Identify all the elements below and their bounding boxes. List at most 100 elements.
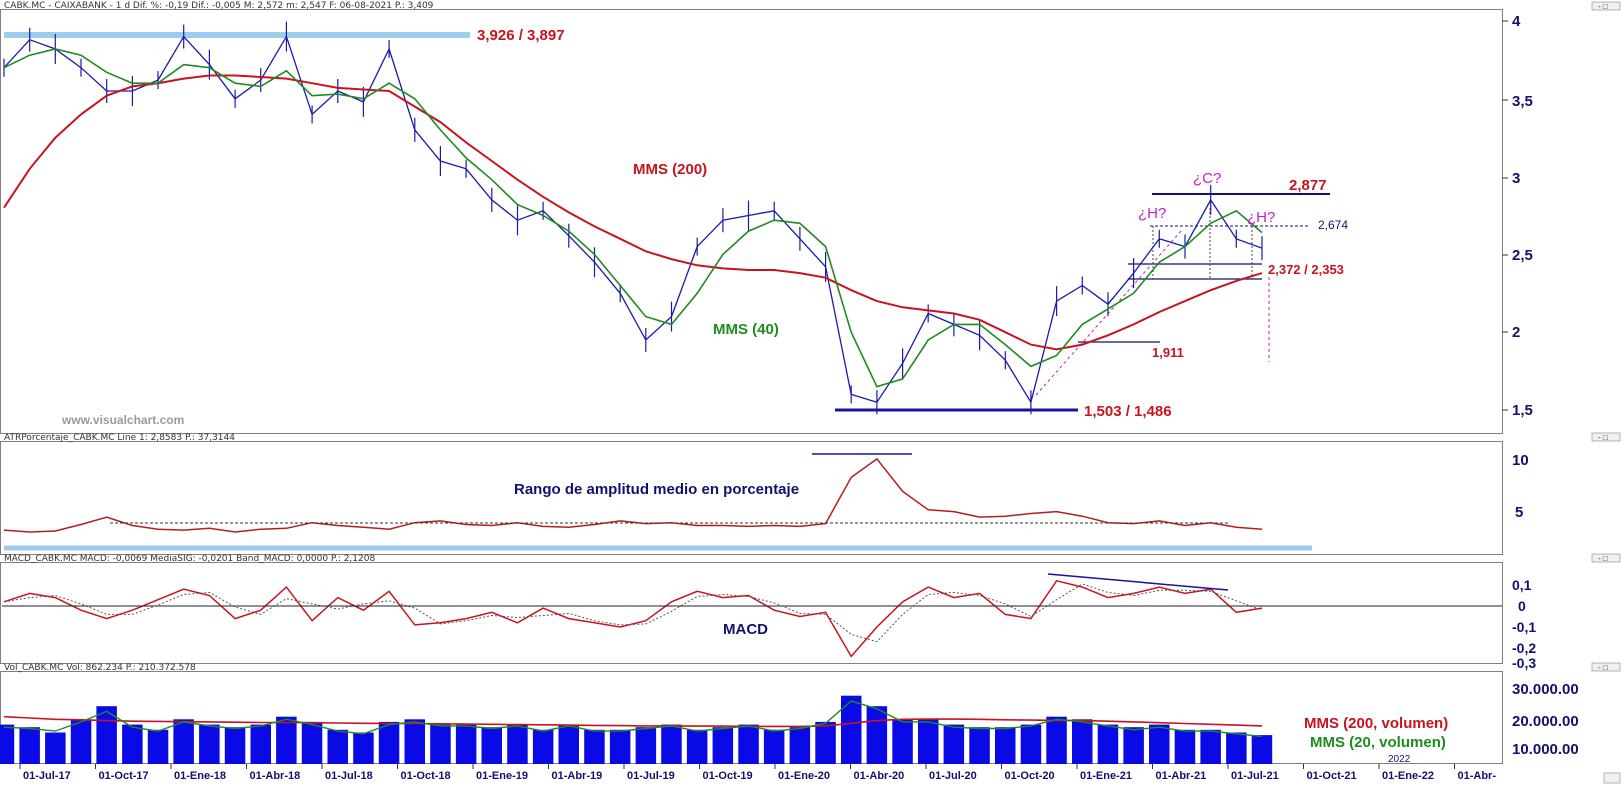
volume-bar [276, 716, 297, 764]
svg-text:- □: - □ [1598, 2, 1608, 11]
volume-bar [1200, 729, 1221, 764]
volume-bar [327, 729, 348, 764]
x-tick-label: 01-Abr-21 [1156, 770, 1207, 782]
volume-bar [122, 724, 143, 764]
volume-bar [866, 706, 888, 764]
x-tick-label: 01-Ene-21 [1080, 770, 1132, 782]
macd-line [3, 579, 1263, 658]
volume-panel-header: Vol_CABK.MC Vol: 862.234 P.: 210.372.578 [4, 663, 196, 673]
volume-mms20-label: MMS (20, volumen) [1310, 734, 1446, 751]
price-ytick-label: 2,5 [1512, 247, 1533, 264]
volume-yaxis: 30.000.00 20.000.00 10.000.00 [1512, 681, 1579, 758]
x-tick-label: 01-Abr-20 [854, 770, 905, 782]
volume-bar [995, 727, 1016, 764]
x-tick-label: 01-Abr- [1458, 770, 1497, 782]
resize-handle-icon[interactable] [1603, 772, 1621, 784]
volume-bar [1097, 724, 1119, 764]
atr-description-label: Rango de amplitud medio en porcentaje [514, 481, 799, 498]
macd-annotation-lines [2, 573, 1502, 607]
level-2674-label: 2,674 [1318, 218, 1348, 232]
volume-bar [943, 724, 965, 764]
atr-panel-header: ATRPorcentaje_CABK.MC Line 1: 2,8583 P.:… [4, 433, 235, 443]
volume-bar [430, 724, 451, 764]
volume-bar [1226, 732, 1247, 764]
volume-bar [969, 727, 990, 764]
x-tick-label: 01-Jul-19 [627, 770, 675, 782]
price-ytick-label: 1,5 [1512, 402, 1533, 419]
x-tick-label: 01-Oct-20 [1005, 770, 1055, 782]
volume-bar [532, 729, 554, 764]
watermark-text: www.visualchart.com [61, 413, 184, 427]
volume-bar [712, 727, 734, 764]
macd-ytick-label: -0,3 [1512, 655, 1536, 671]
volume-bar [301, 721, 323, 764]
volume-bar [19, 727, 40, 764]
macd-yaxis: 0,1 0 -0,1 -0,2 -0,3 [1512, 577, 1536, 671]
volume-panel-close-icon[interactable]: - □ [1591, 662, 1621, 672]
price-ytick-label: 3 [1512, 170, 1520, 187]
price-ytick-label: 4 [1512, 13, 1521, 30]
volume-bar [378, 721, 400, 764]
x-tick-label: 01-Oct-17 [99, 770, 149, 782]
atr-line [3, 457, 1263, 533]
volume-bar [199, 724, 220, 764]
volume-bar [1072, 719, 1093, 764]
volume-bar [763, 729, 785, 764]
macd-ytick-label: -0,2 [1512, 640, 1536, 656]
volume-bar [686, 729, 708, 764]
volume-mms200-label: MMS (200, volumen) [1304, 715, 1448, 732]
x-tick-label: 01-Oct-21 [1307, 770, 1357, 782]
svg-text:- □: - □ [1598, 433, 1608, 442]
price-annotations: 3,926 / 3,897 1,503 / 1,486 MMS (200) MM… [477, 27, 1348, 420]
volume-bar [738, 724, 759, 764]
macd-panel-header: MACD_CABK.MC MACD: -0,0069 MediaSIG: -0,… [4, 554, 375, 564]
macd-panel-close-icon[interactable]: - □ [1591, 553, 1621, 563]
atr-plot [3, 457, 1263, 533]
macd-label: MACD [723, 621, 768, 638]
volume-bar [635, 727, 657, 764]
x-axis: 01-Jul-17 01-Oct-17 01-Ene-18 01-Abr-18 01-J… [19, 764, 1497, 782]
volume-bar [404, 719, 425, 764]
volume-bar [1149, 724, 1170, 764]
volume-bar [789, 727, 811, 764]
atr-panel-close-icon[interactable]: - □ [1591, 432, 1621, 442]
macd-ytick-label: 0 [1518, 598, 1526, 614]
volume-bar [1174, 729, 1196, 764]
macd-ytick-label: -0,1 [1512, 619, 1536, 635]
volume-bar [250, 724, 271, 764]
price-panel-close-icon[interactable]: - □ [1591, 1, 1621, 11]
x-tick-label: 01-Ene-19 [476, 770, 528, 782]
x-tick-label: 01-Abr-19 [552, 770, 603, 782]
volume-bar [455, 724, 477, 764]
volume-bar [1046, 716, 1067, 764]
atr-annotation-lines [4, 453, 1312, 551]
svg-text:- □: - □ [1598, 554, 1608, 563]
x-tick-label: 01-Ene-18 [174, 770, 226, 782]
volume-bar [0, 724, 15, 764]
volume-mms20-line [3, 700, 1263, 738]
x-tick-label: 01-Ene-22 [1382, 770, 1434, 782]
mms40-line [3, 48, 1263, 388]
volume-ytick-label: 10.000.00 [1512, 741, 1579, 758]
volume-bar [45, 732, 66, 764]
level-1911-label: 1,911 [1152, 345, 1184, 360]
price-panel-header: CABK.MC - CAIXABANK - 1 d Dif. %: -0,19 … [4, 1, 434, 11]
mms200-label: MMS (200) [633, 161, 707, 178]
volume-bar [815, 721, 836, 764]
volume-bar [507, 724, 528, 764]
volume-bar [609, 729, 631, 764]
atr-yaxis: 10 5 [1512, 452, 1529, 521]
macd-ytick-label: 0,1 [1512, 577, 1532, 593]
support-label: 1,503 / 1,486 [1084, 403, 1172, 420]
x-tick-label: 01-Jul-20 [929, 770, 977, 782]
c-pattern-label: ¿C? [1193, 170, 1221, 187]
price-plot [3, 21, 1263, 415]
resistance-label: 3,926 / 3,897 [477, 27, 565, 44]
volume-plot [0, 695, 1273, 764]
volume-bar [481, 727, 502, 764]
volume-bar [558, 724, 579, 764]
x-tick-label: 01-Oct-18 [401, 770, 451, 782]
price-ytick-label: 2 [1512, 324, 1520, 341]
level-2877-label: 2,877 [1289, 177, 1327, 194]
